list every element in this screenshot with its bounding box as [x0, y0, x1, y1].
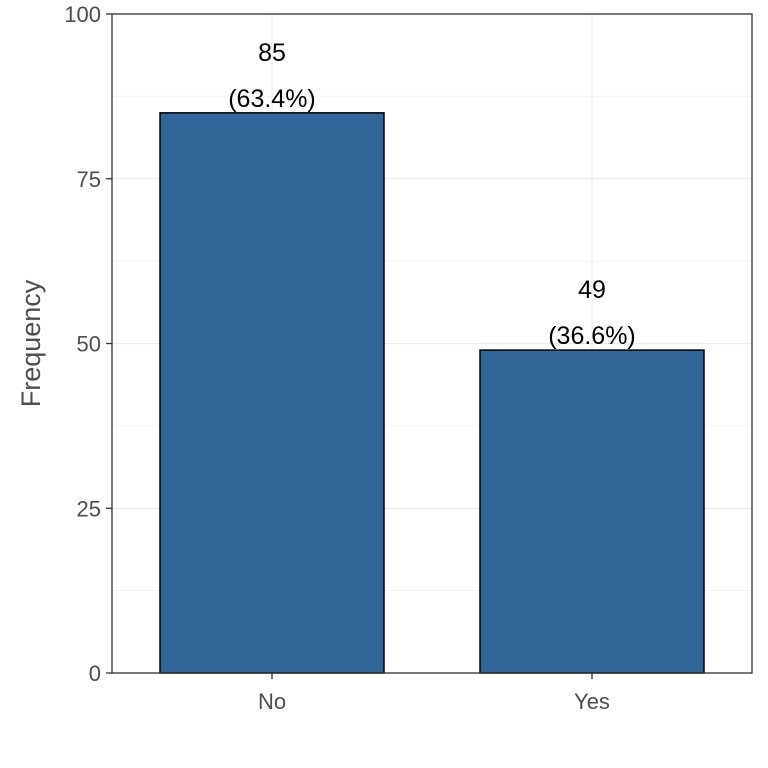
tick-layer: 0 25 50 75 100 No Yes — [64, 2, 610, 714]
y-tick-label: 0 — [89, 661, 101, 686]
bar-value-label: 49 — [578, 276, 606, 304]
y-tick-label: 25 — [77, 496, 101, 521]
y-tick-label: 50 — [77, 332, 101, 357]
bar-no — [159, 112, 385, 674]
x-tick-label: Yes — [574, 689, 610, 714]
bar-layer — [159, 112, 705, 674]
y-tick-label: 100 — [64, 2, 101, 27]
y-tick-label: 75 — [77, 167, 101, 192]
bar-percent-label: (36.6%) — [548, 322, 636, 350]
label-layer: (63.4%) 85 (36.6%) 49 — [228, 39, 636, 350]
y-axis-title: Frequency — [16, 279, 46, 407]
bar-percent-label: (63.4%) — [228, 85, 316, 113]
bar-value-label: 85 — [258, 39, 286, 67]
x-tick-label: No — [258, 689, 286, 714]
bar-yes — [479, 349, 705, 674]
